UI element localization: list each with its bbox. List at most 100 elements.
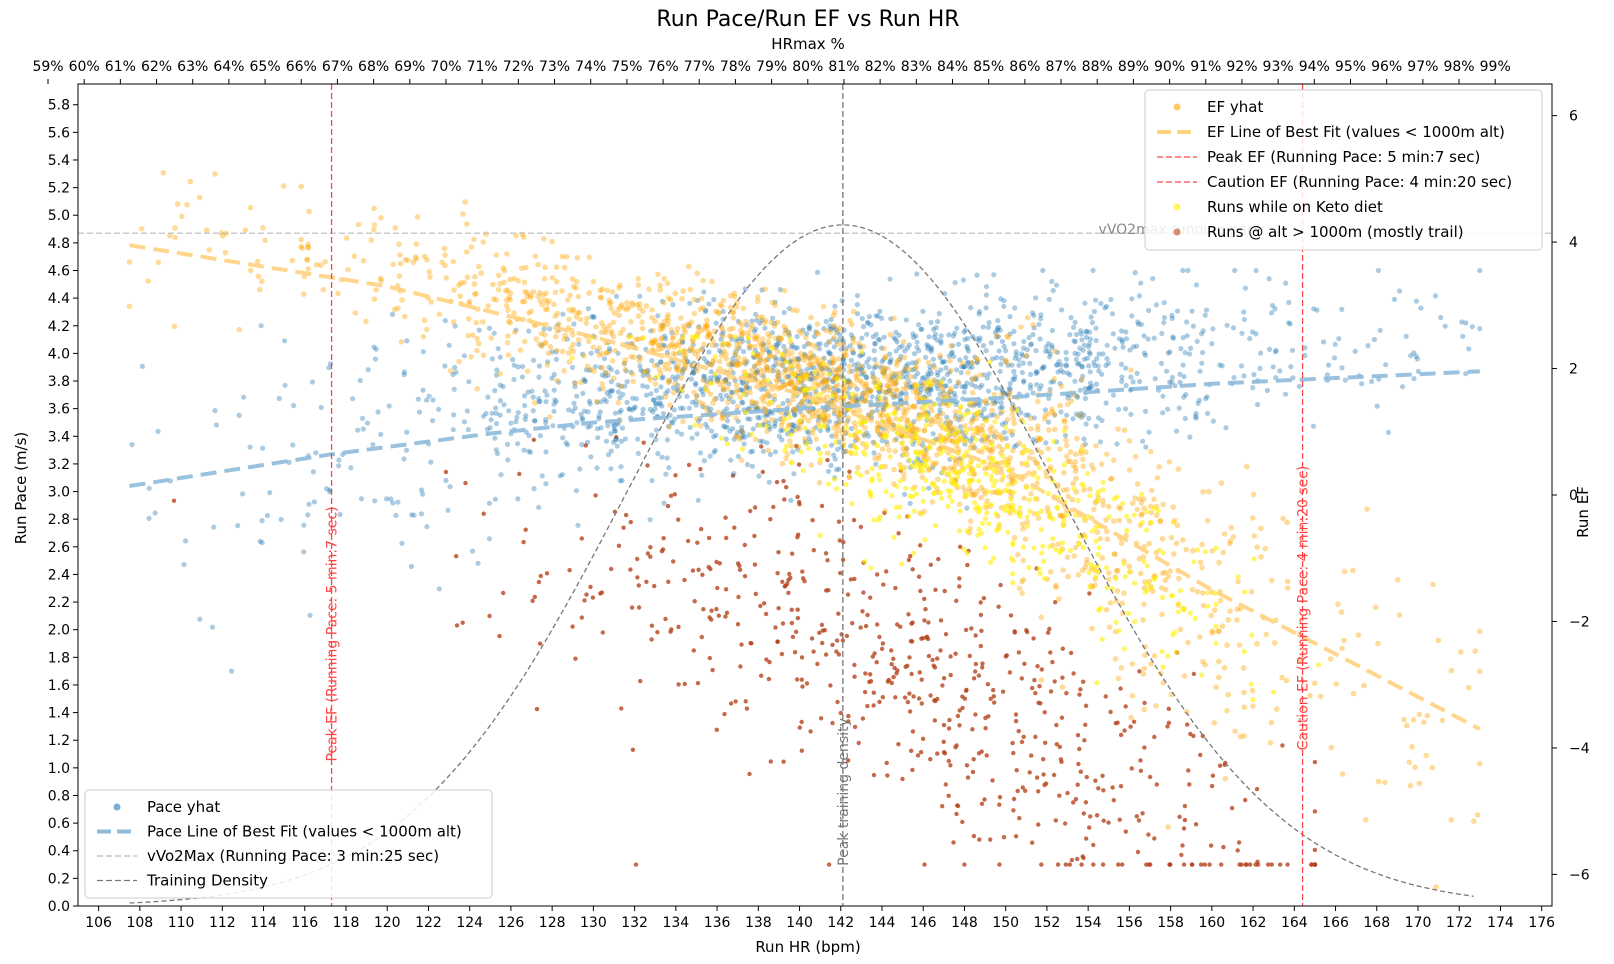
alt-run-point: [902, 695, 908, 700]
alt-run-point: [768, 759, 773, 764]
ef-yhat-point: [635, 313, 642, 319]
pace-yhat-point: [781, 343, 787, 350]
pace-yhat-point: [965, 348, 972, 354]
pace-yhat-point: [695, 297, 701, 303]
pace-yhat-point: [891, 391, 897, 397]
pace-yhat-point: [769, 330, 776, 336]
ef-yhat-point: [772, 335, 779, 342]
pace-yhat-point: [612, 428, 618, 434]
pace-yhat-point: [612, 437, 619, 443]
keto-run-point: [739, 446, 746, 452]
pace-yhat-point: [772, 421, 778, 427]
alt-run-point: [672, 492, 677, 497]
pace-yhat-point: [1130, 344, 1136, 350]
pace-yhat-point: [647, 517, 653, 523]
ef-yhat-point: [1035, 515, 1042, 521]
pace-yhat-point: [846, 379, 853, 385]
ef-yhat-point: [1058, 383, 1065, 390]
ef-yhat-point: [730, 325, 736, 332]
pace-yhat-point: [911, 334, 917, 340]
pace-yhat-point: [1129, 313, 1135, 319]
pace-yhat-point: [684, 359, 690, 365]
alt-run-point: [454, 623, 460, 628]
alt-run-point: [579, 615, 584, 620]
pace-yhat-point: [988, 412, 994, 418]
alt-run-point: [825, 457, 830, 463]
pace-yhat-point: [1135, 319, 1141, 325]
alt-run-point: [851, 517, 857, 523]
alt-run-point: [780, 579, 785, 584]
keto-run-point: [817, 532, 823, 539]
pace-yhat-point: [1078, 377, 1084, 383]
ef-yhat-point: [959, 360, 966, 367]
pace-yhat-point: [372, 498, 378, 504]
keto-run-point: [788, 432, 794, 438]
pace-yhat-point: [836, 419, 842, 425]
alt-run-point: [749, 641, 754, 646]
ef-yhat-point: [1202, 662, 1208, 668]
pace-yhat-point: [585, 424, 591, 430]
pace-yhat-point: [999, 388, 1006, 394]
pace-yhat-point: [403, 447, 410, 453]
pace-yhat-point: [735, 318, 741, 324]
ef-yhat-point: [756, 360, 762, 367]
pace-yhat-point: [770, 364, 776, 370]
pace-yhat-point: [866, 313, 873, 320]
ef-yhat-point: [900, 471, 907, 477]
ef-yhat-point: [1225, 691, 1232, 698]
ef-yhat-point: [1059, 684, 1066, 690]
ef-yhat-point: [392, 225, 399, 231]
pace-yhat-point: [962, 327, 968, 333]
keto-run-point: [920, 468, 926, 474]
pace-yhat-point: [1096, 368, 1102, 374]
y-tick-label: 2.6: [48, 540, 70, 556]
ef-yhat-point: [937, 352, 943, 359]
ef-yhat-point: [397, 260, 404, 267]
pace-yhat-point: [721, 423, 727, 429]
pace-yhat-point: [693, 382, 699, 388]
pace-yhat-point: [1090, 267, 1096, 274]
pace-yhat-point: [920, 308, 926, 314]
pace-yhat-point: [1180, 267, 1186, 274]
keto-run-point: [1032, 496, 1038, 502]
alt-run-point: [776, 550, 781, 555]
ef-yhat-point: [322, 259, 328, 265]
keto-run-point: [1023, 460, 1029, 466]
alt-run-point: [775, 639, 780, 644]
alt-run-point: [850, 621, 855, 626]
pace-yhat-point: [751, 354, 758, 361]
pace-yhat-point: [821, 326, 827, 332]
ef-yhat-point: [691, 296, 698, 303]
pace-yhat-point: [614, 443, 620, 449]
pace-yhat-point: [357, 377, 363, 384]
pace-yhat-point: [1336, 336, 1342, 342]
pace-yhat-point: [1249, 329, 1256, 335]
pace-yhat-point: [664, 437, 671, 443]
pace-yhat-point: [786, 305, 792, 312]
pace-yhat-point: [276, 395, 282, 402]
ef-yhat-point: [1011, 534, 1018, 541]
ef-yhat-point: [1237, 733, 1244, 740]
pace-yhat-point: [1399, 384, 1406, 390]
alt-run-point: [645, 463, 650, 468]
ef-yhat-point: [413, 256, 420, 262]
pace-yhat-point: [1094, 356, 1100, 362]
pace-yhat-point: [966, 364, 973, 370]
keto-run-point: [1191, 559, 1197, 565]
pace-yhat-point: [934, 337, 940, 343]
pace-yhat-point: [451, 412, 457, 418]
keto-run-point: [821, 361, 827, 367]
ef-yhat-point: [617, 282, 623, 289]
ef-yhat-point: [834, 396, 840, 403]
pace-yhat-point: [902, 368, 908, 374]
ef-yhat-point: [882, 353, 888, 360]
pace-yhat-point: [722, 377, 729, 383]
alt-run-point: [531, 437, 536, 442]
alt-run-point: [738, 664, 743, 669]
ef-yhat-point: [778, 335, 784, 342]
alt-run-point: [1041, 757, 1046, 762]
pace-yhat-point: [1064, 412, 1070, 418]
pace-yhat-point: [971, 403, 977, 409]
ef-yhat-point: [1249, 687, 1256, 694]
pace-yhat-point: [1286, 320, 1292, 326]
